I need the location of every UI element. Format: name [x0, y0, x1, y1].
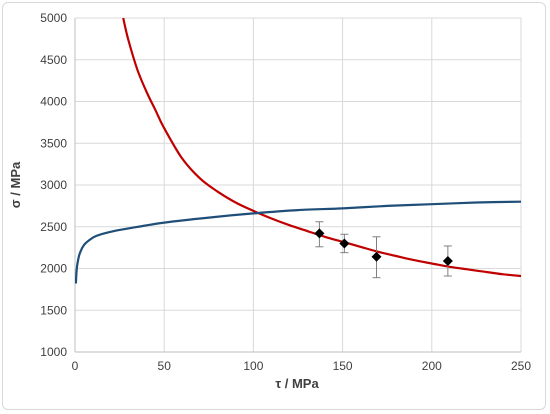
data-point: [442, 255, 453, 266]
y-tick-label: 1000: [40, 345, 67, 359]
x-tick-label: 150: [333, 359, 353, 373]
data-point: [339, 238, 350, 249]
y-tick-label: 5000: [40, 11, 67, 25]
y-tick-label: 3500: [40, 136, 67, 150]
data-point: [314, 228, 325, 239]
y-tick-label: 2000: [40, 262, 67, 276]
y-tick-label: 4500: [40, 53, 67, 67]
series-layer: [75, 18, 521, 284]
x-axis-title: τ / MPa: [275, 376, 319, 391]
y-tick-label: 3000: [40, 178, 67, 192]
y-tick-label: 2500: [40, 220, 67, 234]
axes: [74, 18, 521, 353]
y-tick-label: 4000: [40, 95, 67, 109]
y-tick-label: 1500: [40, 303, 67, 317]
x-tick-label: 200: [422, 359, 442, 373]
x-tick-label: 50: [158, 359, 172, 373]
series-line-0: [122, 18, 521, 278]
chart-frame: [2, 2, 546, 410]
series-line-1: [75, 200, 521, 284]
x-tick-label: 0: [72, 359, 79, 373]
data-point: [371, 251, 382, 262]
grid: [75, 17, 522, 352]
x-tick-label: 100: [243, 359, 263, 373]
x-tick-label: 250: [511, 359, 531, 373]
y-axis-title: σ / MPa: [8, 161, 23, 208]
tick-labels: 0 50 100 150 200 250 1000 1500 2000 2500 3000 3500 4…: [40, 11, 531, 373]
